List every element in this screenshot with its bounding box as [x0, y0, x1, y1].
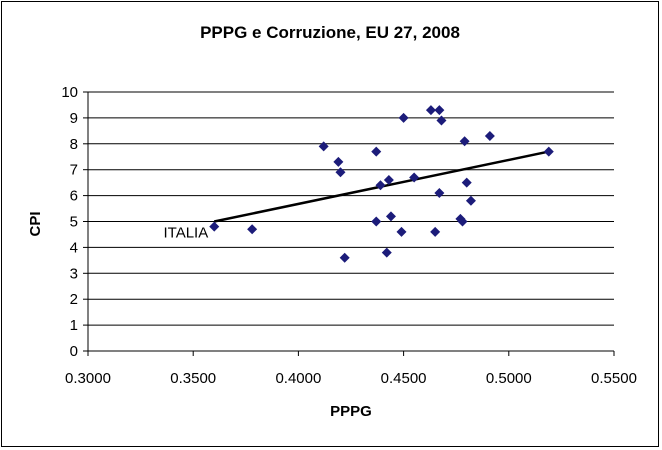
- data-point-24: [465, 195, 476, 206]
- data-point-8: [375, 180, 386, 191]
- data-point-0: [209, 221, 220, 232]
- y-tick-label-8: 8: [70, 136, 78, 153]
- chart-title: PPPG e Corruzione, EU 27, 2008: [200, 23, 460, 42]
- x-tick-label-0: 0.3000: [65, 370, 111, 387]
- data-point-16: [430, 226, 441, 237]
- data-point-5: [339, 252, 350, 263]
- y-tick-label-9: 9: [70, 110, 78, 127]
- y-tick-label-7: 7: [70, 162, 78, 179]
- data-point-19: [436, 115, 447, 126]
- x-axis-title: PPPG: [330, 403, 372, 420]
- data-point-18: [434, 105, 445, 116]
- data-point-7: [371, 216, 382, 227]
- data-point-17: [434, 188, 445, 199]
- data-point-13: [398, 112, 409, 123]
- data-point-26: [543, 146, 554, 157]
- gridlines: [88, 91, 614, 326]
- x-tick-label-2: 0.4000: [275, 370, 321, 387]
- data-point-12: [396, 226, 407, 237]
- y-axis-title: CPI: [27, 211, 44, 236]
- data-point-9: [381, 247, 392, 258]
- data-point-25: [484, 131, 495, 142]
- data-point-2: [318, 141, 329, 152]
- data-points: [209, 105, 554, 263]
- y-tick-label-4: 4: [70, 239, 78, 256]
- data-point-1: [247, 224, 258, 235]
- x-tick-label-1: 0.3500: [170, 370, 216, 387]
- x-tick-label-5: 0.5500: [591, 370, 637, 387]
- y-tick-label-10: 10: [61, 84, 78, 101]
- x-tick-labels: 0.3000 0.3500 0.4000 0.4500 0.5000 0.5500: [65, 370, 637, 387]
- axes: [83, 91, 615, 356]
- y-tick-labels: 0 1 2 3 4 5 6 7 8 9 10: [61, 84, 78, 360]
- y-tick-label-6: 6: [70, 188, 78, 205]
- data-point-22: [459, 136, 470, 147]
- data-point-21: [457, 216, 468, 227]
- y-tick-label-1: 1: [70, 317, 78, 334]
- y-tick-label-2: 2: [70, 291, 78, 308]
- annotation-italia: ITALIA: [163, 225, 208, 242]
- data-point-3: [333, 156, 344, 167]
- data-point-23: [461, 177, 472, 188]
- x-tick-label-4: 0.5000: [486, 370, 532, 387]
- y-tick-label-5: 5: [70, 214, 78, 231]
- y-tick-label-3: 3: [70, 265, 78, 282]
- data-point-4: [335, 167, 346, 178]
- data-point-10: [383, 175, 394, 186]
- data-point-15: [425, 105, 436, 116]
- data-point-11: [385, 211, 396, 222]
- data-point-6: [371, 146, 382, 157]
- x-tick-label-3: 0.4500: [381, 370, 427, 387]
- y-tick-label-0: 0: [70, 343, 78, 360]
- data-point-14: [409, 172, 420, 183]
